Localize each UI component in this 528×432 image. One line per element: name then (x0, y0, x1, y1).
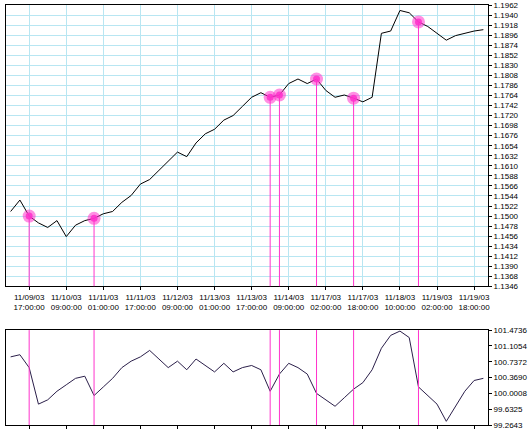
svg-text:1.1500: 1.1500 (494, 212, 519, 221)
svg-text:1.1852: 1.1852 (494, 51, 519, 60)
svg-text:11/12/0309:00:00: 11/12/0309:00:00 (162, 293, 194, 312)
svg-text:11/14/0309:00:00: 11/14/0309:00:00 (273, 293, 305, 312)
svg-text:11/17/0318:00:00: 11/17/0318:00:00 (347, 293, 379, 312)
svg-text:11/18/0310:00:00: 11/18/0310:00:00 (384, 293, 416, 312)
svg-text:1.1390: 1.1390 (494, 262, 519, 271)
svg-text:1.1522: 1.1522 (494, 202, 519, 211)
svg-text:1.1566: 1.1566 (494, 182, 519, 191)
svg-text:100.7372: 100.7372 (494, 358, 528, 367)
svg-text:1.1830: 1.1830 (494, 61, 519, 70)
svg-text:1.1720: 1.1720 (494, 111, 519, 120)
svg-text:11/13/0301:00:00: 11/13/0301:00:00 (199, 293, 231, 312)
svg-text:1.1786: 1.1786 (494, 81, 519, 90)
svg-text:1.1588: 1.1588 (494, 172, 519, 181)
svg-text:1.1412: 1.1412 (494, 252, 519, 261)
svg-text:100.0008: 100.0008 (494, 389, 528, 398)
svg-text:1.1456: 1.1456 (494, 232, 519, 241)
svg-text:1.1764: 1.1764 (494, 91, 519, 100)
svg-text:1.1962: 1.1962 (494, 1, 519, 10)
svg-text:1.1478: 1.1478 (494, 222, 519, 231)
svg-text:1.1610: 1.1610 (494, 162, 519, 171)
svg-text:1.1918: 1.1918 (494, 21, 519, 30)
svg-text:11/11/0301:00:00: 11/11/0301:00:00 (88, 293, 120, 312)
svg-text:11/17/0302:00:00: 11/17/0302:00:00 (310, 293, 342, 312)
svg-text:11/10/0309:00:00: 11/10/0309:00:00 (51, 293, 83, 312)
svg-text:1.1544: 1.1544 (494, 192, 519, 201)
svg-text:1.1632: 1.1632 (494, 152, 519, 161)
svg-text:101.1054: 101.1054 (494, 342, 528, 351)
svg-text:11/11/0317:00:00: 11/11/0317:00:00 (125, 293, 157, 312)
svg-text:100.3690: 100.3690 (494, 373, 528, 382)
svg-text:99.6325: 99.6325 (494, 405, 523, 414)
svg-text:1.1434: 1.1434 (494, 242, 519, 251)
svg-text:1.1698: 1.1698 (494, 121, 519, 130)
svg-text:11/19/0302:00:00: 11/19/0302:00:00 (421, 293, 453, 312)
svg-text:1.1808: 1.1808 (494, 71, 519, 80)
svg-text:1.1368: 1.1368 (494, 272, 519, 281)
svg-text:1.1874: 1.1874 (494, 41, 519, 50)
svg-text:1.1676: 1.1676 (494, 131, 519, 140)
svg-text:1.1654: 1.1654 (494, 142, 519, 151)
svg-text:11/19/0318:00:00: 11/19/0318:00:00 (459, 293, 491, 312)
svg-text:1.1940: 1.1940 (494, 11, 519, 20)
svg-text:11/13/0317:00:00: 11/13/0317:00:00 (236, 293, 268, 312)
svg-text:11/09/0317:00:00: 11/09/0317:00:00 (14, 293, 46, 312)
svg-text:101.4736: 101.4736 (494, 326, 528, 335)
svg-text:99.2643: 99.2643 (494, 421, 523, 430)
svg-text:1.1742: 1.1742 (494, 101, 519, 110)
svg-text:1.1896: 1.1896 (494, 31, 519, 40)
svg-text:1.1346: 1.1346 (494, 282, 519, 291)
